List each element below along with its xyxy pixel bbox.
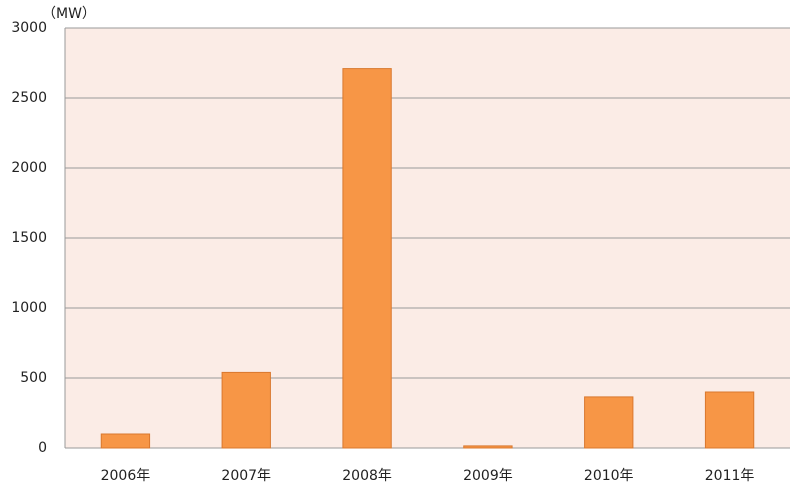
y-axis-label: （MW）	[42, 6, 96, 22]
bar	[100, 433, 151, 449]
bar	[221, 371, 271, 449]
y-tick-label: 2500	[11, 90, 47, 106]
y-tick-label: 1000	[11, 300, 47, 316]
y-tick-label: 1500	[11, 230, 47, 246]
bar	[342, 68, 392, 449]
bar	[463, 445, 513, 449]
x-tick-label: 2006年	[101, 468, 151, 484]
x-tick-label: 2007年	[221, 468, 271, 484]
x-tick-label: 2010年	[584, 468, 634, 484]
bar	[704, 391, 755, 449]
y-tick-label: 0	[38, 440, 47, 456]
y-tick-label: 2000	[11, 160, 47, 176]
y-tick-label: 3000	[11, 20, 47, 36]
bar	[584, 396, 634, 449]
x-tick-label: 2009年	[463, 468, 513, 484]
y-tick-label: 500	[20, 370, 47, 386]
x-tick-label: 2008年	[342, 468, 392, 484]
x-tick-label: 2011年	[705, 468, 755, 484]
